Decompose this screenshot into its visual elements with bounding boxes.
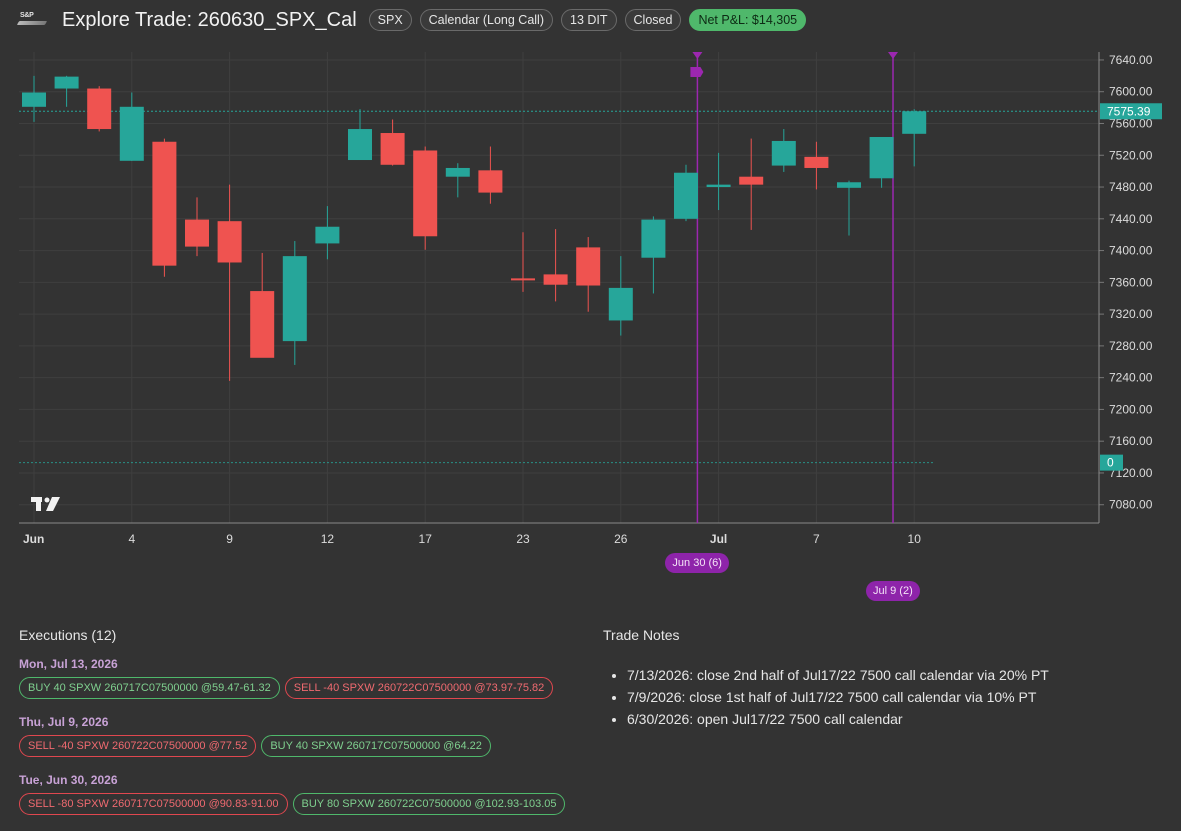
y-tick-label: 7400.00 [1109, 244, 1153, 258]
x-tick-label: 23 [516, 532, 530, 546]
x-tick-label: 10 [908, 532, 922, 546]
candle-body [119, 106, 144, 161]
candle-body [22, 92, 46, 107]
execution-leg-buy[interactable]: BUY 80 SPXW 260722C07500000 @102.93-103.… [292, 793, 566, 815]
y-tick-label: 7160.00 [1109, 434, 1153, 448]
y-tick-label: 7240.00 [1109, 371, 1153, 385]
execution-legs: SELL -80 SPXW 260717C07500000 @90.83-91.… [19, 793, 566, 815]
page-title: Explore Trade: 260630_SPX_Cal [62, 8, 357, 31]
symbol-chip: SPX [368, 9, 412, 31]
candle-body [869, 136, 894, 179]
trade-note: 7/9/2026: close 1st half of Jul17/22 750… [627, 689, 1049, 705]
candle-body [706, 184, 731, 188]
candle-body [315, 226, 340, 244]
trade-note: 6/30/2026: open Jul17/22 7500 call calen… [627, 711, 1049, 727]
execution-leg-sell[interactable]: SELL -40 SPXW 260722C07500000 @73.97-75.… [284, 677, 554, 699]
candle-body [250, 291, 275, 358]
candle-body [54, 76, 79, 89]
trade-note: 7/13/2026: close 2nd half of Jul17/22 75… [627, 667, 1049, 683]
days-in-trade-chip: 13 DIT [561, 9, 617, 31]
event-date-pill[interactable]: Jul 9 (2) [866, 581, 920, 601]
event-marker-icon [692, 52, 703, 59]
execution-date: Thu, Jul 9, 2026 [19, 715, 109, 729]
price-chart[interactable]: 7080.007120.007160.007200.007240.007280.… [0, 0, 1181, 560]
candle-body [804, 156, 829, 168]
y-tick-label: 7080.00 [1109, 498, 1153, 512]
x-tick-label: Jun [23, 532, 44, 546]
y-tick-label: 7440.00 [1109, 212, 1153, 226]
event-date-pill[interactable]: Jun 30 (6) [665, 553, 729, 573]
candle-body [152, 141, 177, 266]
event-marker-icon [888, 52, 899, 59]
candle-body [543, 274, 568, 285]
logo-text: S&P [20, 12, 34, 19]
candle-body [641, 219, 666, 258]
candle-body [608, 287, 633, 321]
candle-body [511, 278, 535, 281]
pnl-zero-label-bg [1100, 454, 1123, 471]
y-tick-label: 7640.00 [1109, 53, 1153, 67]
candle-body [87, 88, 112, 130]
candle-body [445, 167, 470, 177]
y-tick-label: 7200.00 [1109, 402, 1153, 416]
x-tick-label: 4 [128, 532, 135, 546]
candle-body [674, 172, 698, 219]
y-tick-label: 7360.00 [1109, 275, 1153, 289]
candle-body [282, 256, 307, 342]
execution-leg-buy[interactable]: BUY 40 SPXW 260717C07500000 @64.22 [261, 735, 491, 757]
tradingview-logo-icon [31, 497, 60, 511]
x-tick-label: 17 [419, 532, 433, 546]
strategy-chip: Calendar (Long Call) [419, 9, 553, 31]
execution-leg-buy[interactable]: BUY 40 SPXW 260717C07500000 @59.47-61.32 [19, 677, 280, 699]
pnl-zero-label: 0 [1107, 456, 1114, 470]
candle-body [413, 150, 438, 237]
execution-legs: SELL -40 SPXW 260722C07500000 @77.52 BUY… [19, 735, 491, 757]
status-chip: Closed [624, 9, 682, 31]
page-header: S&P Explore Trade: 260630_SPX_Cal SPX Ca… [16, 8, 807, 32]
sp-logo-icon: S&P [16, 12, 48, 28]
candle-body [217, 221, 242, 263]
net-pnl-badge: Net P&L: $14,305 [689, 9, 807, 31]
candle-body [902, 111, 927, 134]
candle-body [380, 133, 405, 165]
execution-leg-sell[interactable]: SELL -80 SPXW 260717C07500000 @90.83-91.… [19, 793, 288, 815]
last-price-label: 7575.39 [1107, 104, 1151, 118]
y-tick-label: 7600.00 [1109, 85, 1153, 99]
x-tick-label: 9 [226, 532, 233, 546]
x-tick-label: 12 [321, 532, 335, 546]
candle-body [348, 129, 372, 161]
candle-body [837, 182, 861, 188]
execution-leg-sell[interactable]: SELL -40 SPXW 260722C07500000 @77.52 [19, 735, 257, 757]
x-tick-label: 7 [813, 532, 820, 546]
candle-body [576, 247, 601, 286]
y-tick-label: 7320.00 [1109, 307, 1153, 321]
last-price-label-bg [1100, 103, 1162, 120]
candle-body [478, 170, 503, 193]
x-tick-label: Jul [710, 532, 727, 546]
y-tick-label: 7560.00 [1109, 116, 1153, 130]
execution-legs: BUY 40 SPXW 260717C07500000 @59.47-61.32… [19, 677, 554, 699]
candle-body [771, 140, 796, 166]
candle-body [185, 219, 209, 247]
flag-icon [690, 67, 704, 77]
y-tick-label: 7520.00 [1109, 148, 1153, 162]
candle-body [739, 176, 764, 185]
executions-title: Executions (12) [19, 627, 117, 643]
trade-notes-title: Trade Notes [603, 627, 680, 643]
x-tick-label: 26 [614, 532, 628, 546]
trade-notes-list: 7/13/2026: close 2nd half of Jul17/22 75… [627, 667, 1049, 733]
y-tick-label: 7480.00 [1109, 180, 1153, 194]
execution-date: Mon, Jul 13, 2026 [19, 657, 118, 671]
execution-date: Tue, Jun 30, 2026 [19, 773, 118, 787]
y-tick-label: 7280.00 [1109, 339, 1153, 353]
